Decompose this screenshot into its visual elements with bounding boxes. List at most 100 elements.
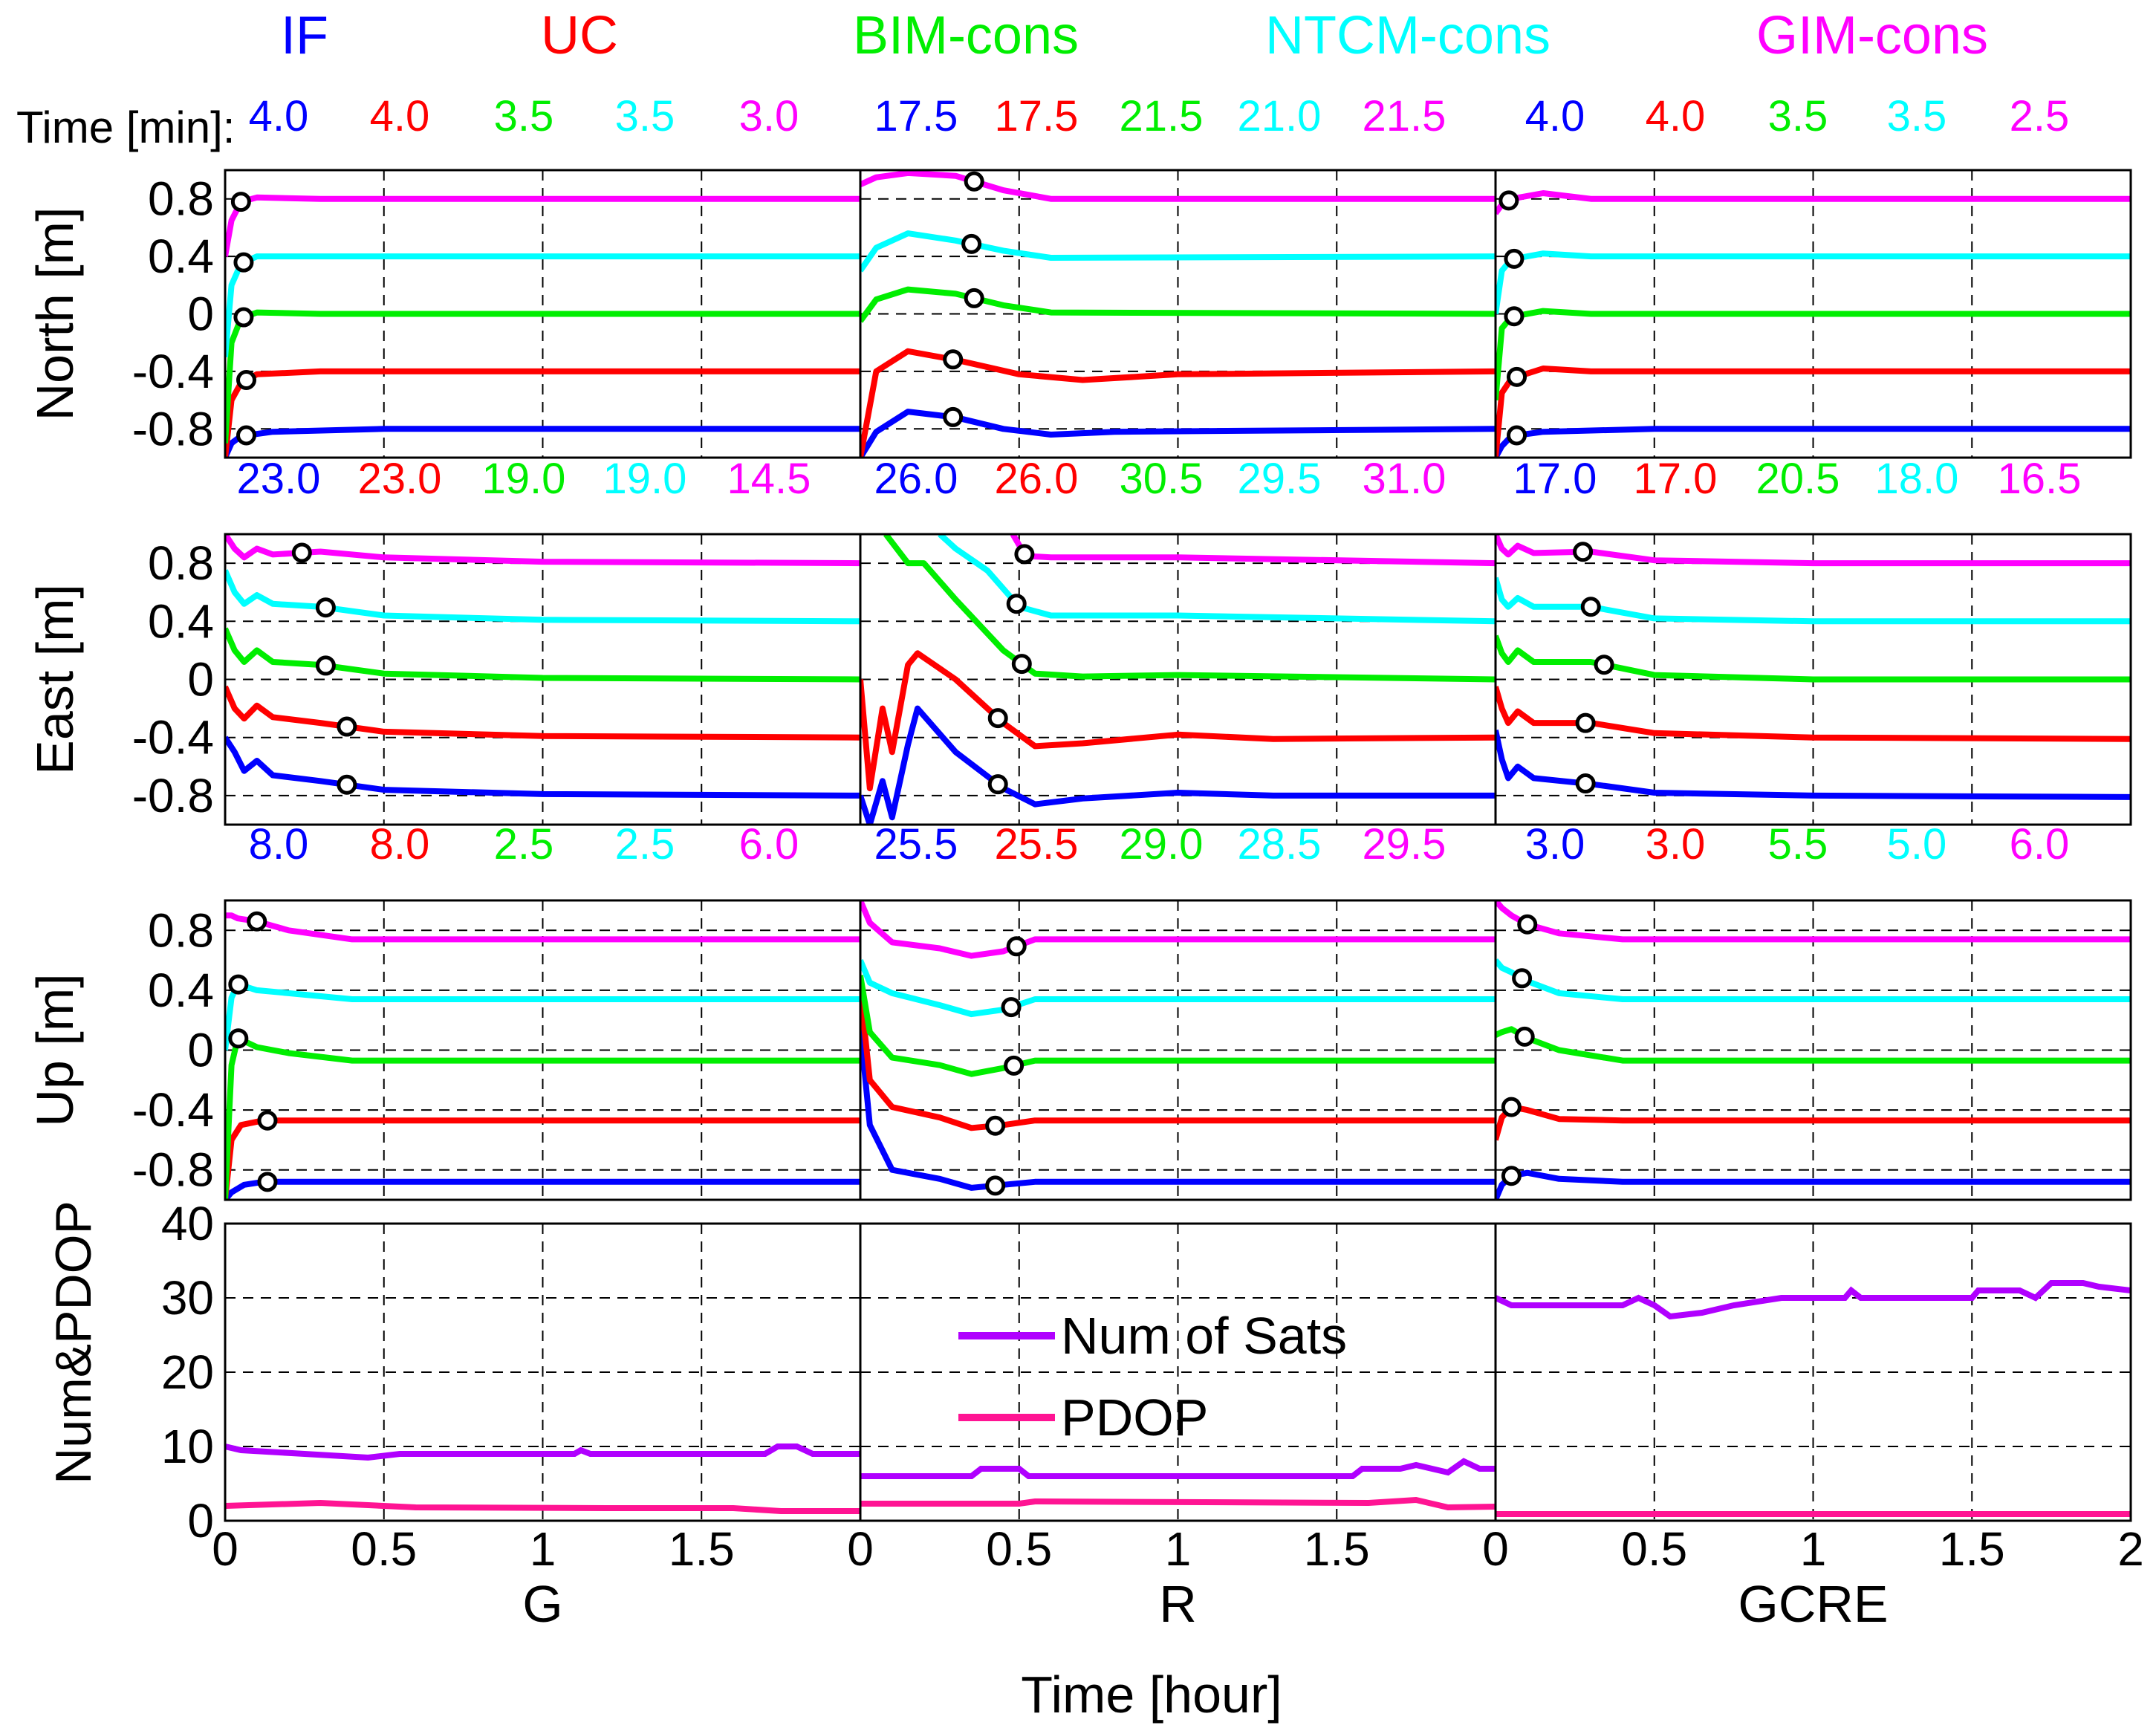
series-group — [225, 534, 860, 799]
x-axis-label: Time [hour] — [1021, 1666, 1282, 1724]
convergence-marker — [1011, 654, 1032, 675]
conv-time-label: 29.5 — [1238, 455, 1322, 503]
series-uc — [1496, 686, 2131, 742]
panel-frame — [1494, 1222, 2132, 1522]
conv-time-label: 3.5 — [1887, 92, 1947, 140]
conv-time-label: 23.0 — [237, 455, 321, 503]
conv-time-label: 3.5 — [494, 92, 554, 140]
convergence-marker — [315, 597, 336, 618]
series-if — [225, 735, 860, 799]
series-bim-cons — [1496, 308, 2131, 400]
conv-time-label: 8.0 — [370, 820, 430, 868]
convergence-marker — [291, 542, 312, 563]
conv-time-label: 2.5 — [2010, 92, 2070, 140]
convergence-marker — [1504, 248, 1525, 269]
x-tick-label: 0 — [212, 1522, 238, 1576]
y-tick-label: 0.8 — [148, 536, 214, 590]
series-num-of-sats — [225, 1443, 860, 1461]
conv-time-label: 2.5 — [494, 820, 554, 868]
convergence-marker — [1517, 914, 1538, 935]
conv-time-label: 25.5 — [995, 820, 1079, 868]
legend-label: Num of Sats — [1061, 1307, 1347, 1365]
conv-time-label: 30.5 — [1120, 455, 1204, 503]
series-group — [1496, 190, 2131, 458]
conv-time-label: 29.5 — [1363, 820, 1446, 868]
conv-time-label: 21.5 — [1120, 92, 1204, 140]
series-ntcm-cons — [225, 253, 860, 357]
conv-time-label: 21.0 — [1238, 92, 1322, 140]
convergence-marker — [337, 716, 357, 737]
y-tick-label: 0 — [187, 1024, 214, 1077]
series-group — [1496, 1280, 2131, 1517]
series-uc — [1496, 1104, 2131, 1141]
column-label-gcre: GCRE — [1738, 1575, 1888, 1633]
convergence-marker — [1501, 1166, 1522, 1186]
x-tick-label: 1 — [1165, 1522, 1192, 1576]
convergence-marker — [228, 974, 249, 995]
conv-time-label: 21.5 — [1363, 92, 1446, 140]
conv-time-label: 28.5 — [1238, 820, 1322, 868]
y-tick-label: 0.8 — [148, 172, 214, 226]
legend-if: IF — [281, 6, 328, 65]
y-axis-label: Num&PDOP — [45, 1201, 102, 1484]
convergence-marker — [943, 406, 964, 427]
panel-row0-col2 — [1494, 169, 2132, 459]
series-uc — [860, 650, 1496, 792]
legend-gim-cons: GIM-cons — [1756, 6, 1988, 65]
conv-time-label: 3.0 — [739, 92, 799, 140]
series-group — [225, 1443, 860, 1514]
conv-time-label: 19.0 — [482, 455, 566, 503]
convergence-marker — [985, 1175, 1006, 1196]
y-axis-label: North [m] — [26, 207, 84, 421]
x-tick-label: 1 — [530, 1522, 556, 1576]
y-tick-label: 0 — [187, 288, 214, 341]
convergence-marker — [236, 370, 257, 391]
x-tick-label: 0 — [1482, 1522, 1509, 1576]
series-if — [860, 1027, 1496, 1191]
y-tick-label: 0.8 — [148, 903, 214, 957]
series-gim-cons — [860, 900, 1496, 959]
convergence-marker — [1014, 544, 1035, 565]
conv-time-label: 14.5 — [727, 455, 811, 503]
legend-uc: UC — [541, 6, 618, 65]
convergence-marker — [1514, 1026, 1535, 1047]
column-label-r: R — [1159, 1575, 1197, 1633]
series-if — [860, 705, 1496, 825]
series-ntcm-cons — [1496, 250, 2131, 315]
series-uc — [860, 348, 1496, 458]
convergence-marker — [1501, 1097, 1522, 1117]
series-bim-cons — [225, 1035, 860, 1200]
conv-time-label: 5.5 — [1768, 820, 1828, 868]
y-tick-label: 20 — [161, 1345, 214, 1399]
convergence-marker — [257, 1172, 278, 1192]
x-tick-label: 0.5 — [351, 1522, 417, 1576]
series-bim-cons — [1496, 634, 2131, 683]
conv-time-label: 31.0 — [1363, 455, 1446, 503]
y-tick-label: 0.4 — [148, 964, 214, 1017]
conv-time-label: 3.0 — [1646, 820, 1706, 868]
x-tick-label: 0.5 — [986, 1522, 1052, 1576]
series-ntcm-cons — [860, 959, 1496, 1018]
panel-row1-col2 — [1494, 533, 2132, 826]
convergence-marker — [961, 233, 982, 254]
convergence-marker — [1006, 594, 1027, 614]
panel-row2-col0 — [224, 899, 862, 1201]
y-tick-label: 0.4 — [148, 594, 214, 648]
time-min-label: Time [min]: — [16, 103, 235, 152]
method-legend: IF UC BIM-cons NTCM-cons GIM-cons — [281, 6, 1988, 65]
y-tick-label: -0.8 — [132, 1143, 214, 1197]
convergence-marker — [1499, 190, 1519, 211]
series-gim-cons — [1010, 534, 1496, 567]
series-gim-cons — [860, 170, 1496, 202]
conv-time-label: 4.0 — [1525, 92, 1585, 140]
y-tick-label: -0.8 — [132, 402, 214, 455]
series-if — [1496, 1169, 2131, 1200]
legend-label: PDOP — [1061, 1389, 1208, 1446]
series-ntcm-cons — [225, 569, 860, 625]
series-group — [225, 912, 860, 1200]
series-group — [1496, 534, 2131, 800]
convergence-marker — [257, 1110, 278, 1131]
panel-row2-col1 — [859, 899, 1497, 1201]
